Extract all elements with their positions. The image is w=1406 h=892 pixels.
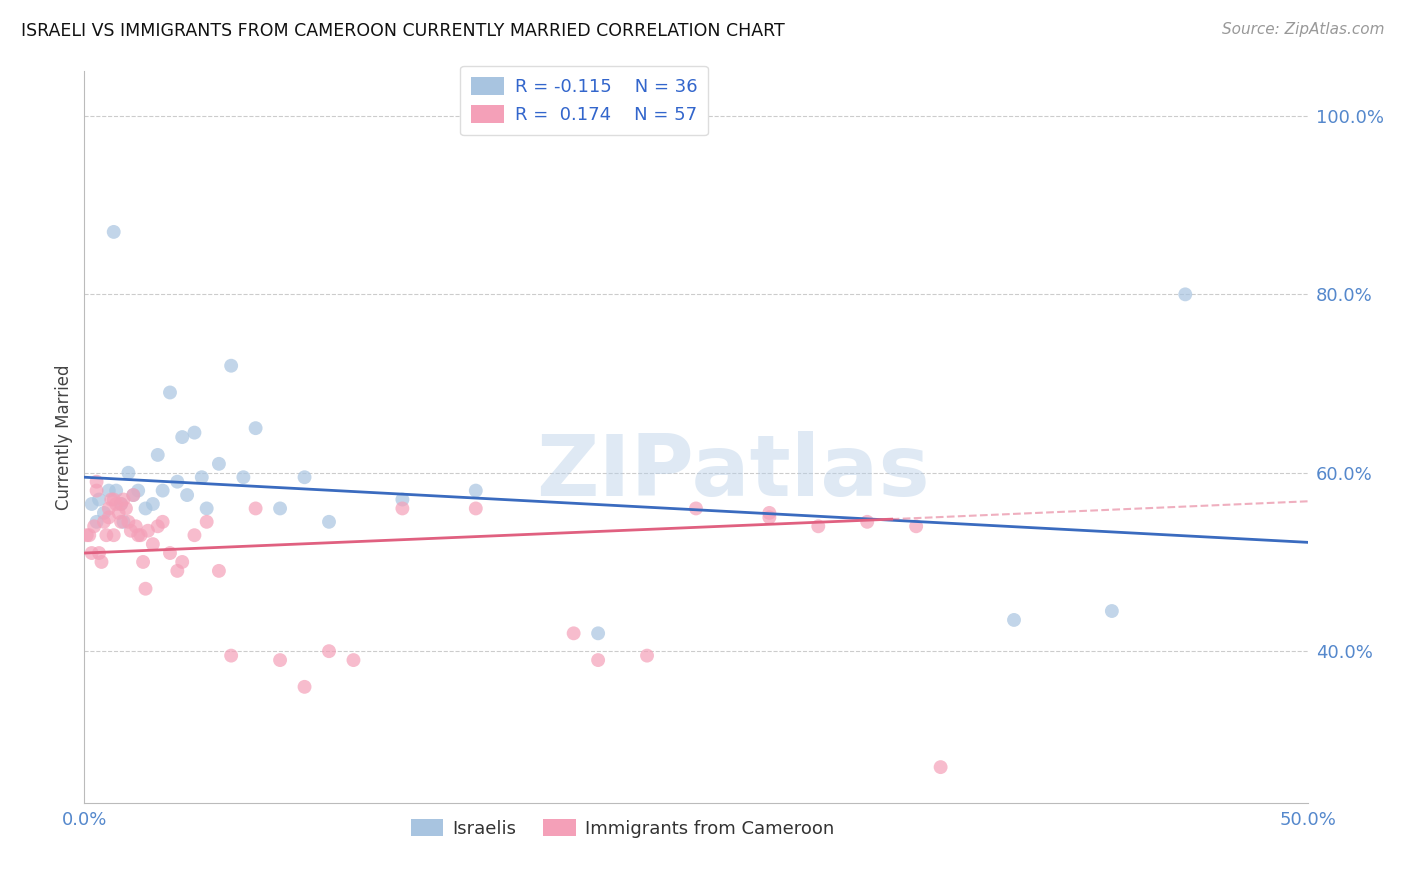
Point [146,448,169,462]
Point [90,555,112,569]
Point [142,497,165,511]
Point [318,515,340,529]
Point [103,492,125,507]
Point [146,519,169,533]
Point [195,501,218,516]
Point [117,515,139,529]
Point [245,501,267,516]
Point [166,475,188,489]
Point [127,483,149,498]
Point [183,425,205,440]
Point [562,626,585,640]
Point [856,515,879,529]
Point [166,564,188,578]
Point [87,492,110,507]
Point [269,653,291,667]
Y-axis label: Currently Married: Currently Married [55,364,73,510]
Point [586,653,609,667]
Point [120,524,142,538]
Point [586,626,609,640]
Point [152,483,174,498]
Point [135,501,157,516]
Point [758,510,780,524]
Point [929,760,952,774]
Point [183,528,205,542]
Point [122,488,145,502]
Point [1002,613,1025,627]
Point [129,528,152,542]
Point [685,501,707,516]
Point [100,492,122,507]
Point [97,483,120,498]
Point [172,430,194,444]
Point [636,648,658,663]
Point [110,497,132,511]
Point [127,528,149,542]
Point [245,421,267,435]
Point [294,470,316,484]
Point [219,648,242,663]
Point [77,528,100,542]
Point [464,501,486,516]
Point [96,528,118,542]
Point [122,488,145,502]
Point [342,653,364,667]
Point [117,466,139,480]
Point [142,537,165,551]
Point [132,555,155,569]
Point [208,457,231,471]
Point [136,524,159,538]
Point [112,492,135,507]
Point [97,501,120,516]
Point [758,506,780,520]
Point [1174,287,1197,301]
Point [159,385,181,400]
Point [87,546,110,560]
Point [135,582,157,596]
Point [105,497,128,511]
Point [93,506,115,520]
Point [318,644,340,658]
Point [93,515,115,529]
Point [125,519,148,533]
Point [107,506,129,520]
Point [152,515,174,529]
Point [294,680,316,694]
Point [391,501,413,516]
Text: Source: ZipAtlas.com: Source: ZipAtlas.com [1222,22,1385,37]
Point [86,515,108,529]
Point [110,515,132,529]
Point [807,519,830,533]
Point [83,519,105,533]
Text: ISRAELI VS IMMIGRANTS FROM CAMEROON CURRENTLY MARRIED CORRELATION CHART: ISRAELI VS IMMIGRANTS FROM CAMEROON CURR… [21,22,785,40]
Point [269,501,291,516]
Point [191,470,214,484]
Point [208,564,231,578]
Point [464,483,486,498]
Point [112,515,135,529]
Point [110,497,132,511]
Point [195,515,218,529]
Legend: Israelis, Immigrants from Cameroon: Israelis, Immigrants from Cameroon [404,813,842,845]
Point [76,528,98,542]
Point [97,510,120,524]
Point [105,483,128,498]
Point [103,528,125,542]
Point [80,546,103,560]
Point [80,497,103,511]
Point [905,519,928,533]
Point [219,359,242,373]
Point [176,488,198,502]
Point [86,483,108,498]
Point [1101,604,1123,618]
Point [86,475,108,489]
Point [391,492,413,507]
Point [159,546,181,560]
Text: ZIPatlas: ZIPatlas [536,431,929,515]
Point [172,555,194,569]
Point [232,470,254,484]
Point [115,501,138,516]
Point [103,225,125,239]
